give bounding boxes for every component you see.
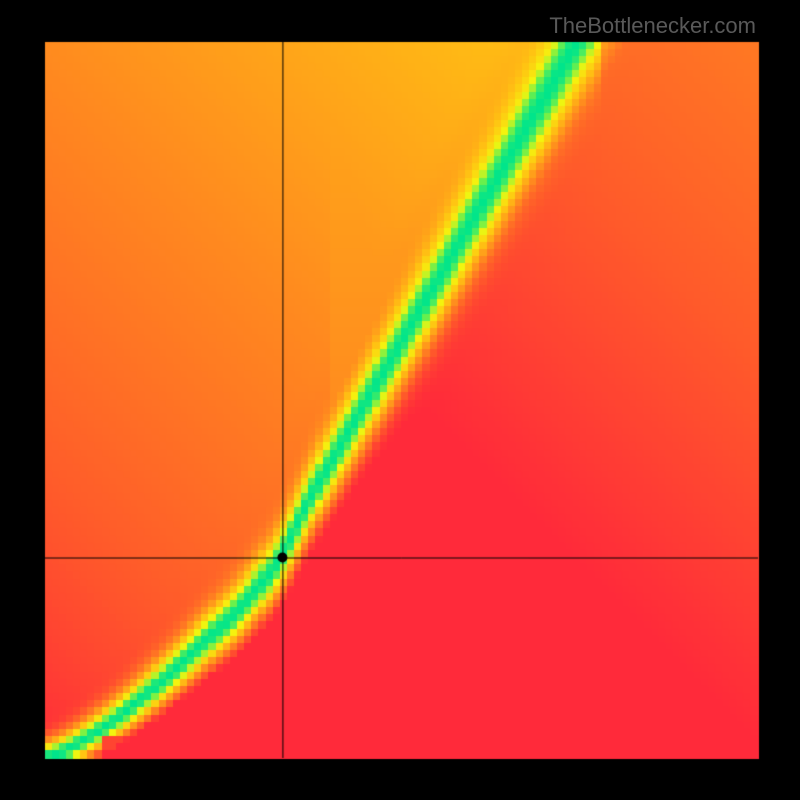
- watermark-text: TheBottlenecker.com: [549, 13, 756, 39]
- heatmap-canvas: [0, 0, 800, 800]
- chart-root: TheBottlenecker.com: [0, 0, 800, 800]
